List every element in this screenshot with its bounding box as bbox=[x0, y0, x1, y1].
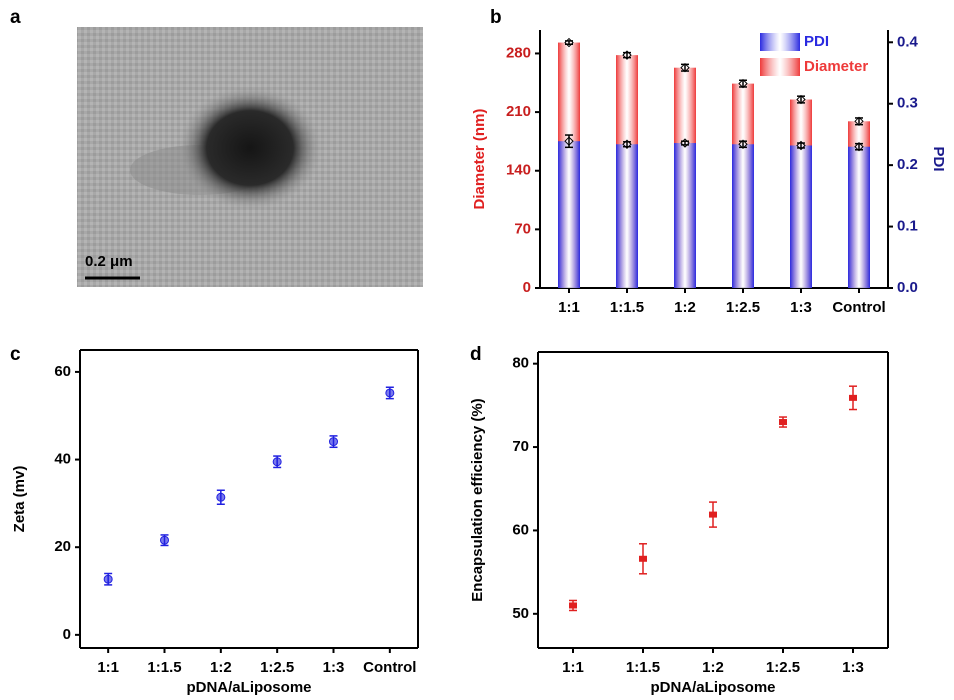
legend-label: PDI bbox=[804, 33, 829, 50]
panel-label: b bbox=[490, 7, 502, 28]
x-tick-label: 1:3 bbox=[842, 659, 864, 676]
error-bar bbox=[623, 141, 631, 148]
error-bar bbox=[797, 142, 805, 149]
x-tick-label: 1:2.5 bbox=[766, 659, 800, 676]
x-tick-label: 1:1.5 bbox=[610, 299, 644, 316]
panel-label: d bbox=[470, 344, 482, 365]
bar bbox=[674, 143, 696, 288]
marker bbox=[564, 37, 574, 48]
bar bbox=[732, 144, 754, 288]
marker bbox=[796, 140, 806, 151]
error-bar bbox=[623, 51, 631, 59]
x-axis-label: pDNA/aLiposome bbox=[650, 679, 775, 695]
marker bbox=[103, 574, 113, 584]
marker bbox=[569, 602, 577, 609]
marker bbox=[622, 50, 632, 60]
x-tick-label: 1:1 bbox=[558, 299, 580, 316]
marker bbox=[854, 142, 864, 152]
y2-tick-label: 0.1 bbox=[897, 218, 918, 235]
y-tick-label: 60 bbox=[512, 521, 529, 538]
marker bbox=[680, 62, 690, 73]
marker bbox=[854, 116, 864, 127]
bar bbox=[790, 145, 812, 288]
y-tick-label: 60 bbox=[54, 363, 71, 380]
marker bbox=[160, 535, 169, 545]
bar bbox=[616, 144, 638, 288]
x-axis-label: pDNA/aLiposome bbox=[186, 679, 311, 695]
y2-tick-label: 0.4 bbox=[897, 33, 919, 50]
y2-tick-label: 0.3 bbox=[897, 95, 918, 112]
legend-swatch bbox=[760, 58, 800, 76]
x-tick-label: 1:3 bbox=[790, 299, 812, 316]
x-tick-label: 1:2 bbox=[674, 299, 696, 316]
y-tick-label: 80 bbox=[512, 355, 529, 372]
y-tick-label: 0 bbox=[63, 626, 71, 643]
panel-label: a bbox=[10, 7, 21, 28]
bar bbox=[848, 146, 870, 288]
y2-tick-label: 0.0 bbox=[897, 279, 918, 296]
y-axis-label: Encapsulation efficiency (%) bbox=[469, 398, 486, 601]
bar bbox=[558, 141, 580, 288]
y-tick-label: 40 bbox=[54, 451, 71, 468]
y-tick-label: 50 bbox=[512, 605, 529, 622]
micrograph: 0.2 μm bbox=[77, 27, 423, 287]
panel-label: c bbox=[10, 344, 21, 365]
legend-label: Diameter bbox=[804, 58, 868, 75]
marker bbox=[564, 136, 574, 146]
marker bbox=[738, 139, 748, 149]
x-tick-label: 1:1 bbox=[97, 659, 119, 676]
x-tick-label: 1:1.5 bbox=[147, 659, 181, 676]
marker bbox=[709, 511, 717, 518]
marker bbox=[738, 78, 748, 89]
y-tick-label: 70 bbox=[514, 220, 531, 237]
marker bbox=[680, 138, 690, 148]
scale-bar-label: 0.2 μm bbox=[85, 253, 133, 270]
x-tick-label: 1:1.5 bbox=[626, 659, 660, 676]
error-bar bbox=[739, 140, 747, 149]
marker bbox=[329, 437, 338, 447]
marker bbox=[779, 419, 787, 426]
marker bbox=[622, 139, 632, 149]
x-tick-label: 1:1 bbox=[562, 659, 584, 676]
error-bar bbox=[855, 142, 863, 151]
legend-swatch bbox=[760, 33, 800, 51]
x-tick-label: 1:2 bbox=[702, 659, 724, 676]
y-axis-label: Zeta (mv) bbox=[11, 466, 28, 533]
x-tick-label: 1:2.5 bbox=[726, 299, 760, 316]
marker bbox=[385, 388, 395, 398]
marker bbox=[849, 394, 857, 401]
x-tick-label: 1:3 bbox=[323, 659, 345, 676]
y2-tick-label: 0.2 bbox=[897, 156, 918, 173]
y-tick-label: 280 bbox=[506, 44, 531, 61]
marker bbox=[796, 94, 806, 105]
y-axis-label: Diameter (nm) bbox=[471, 109, 488, 210]
marker bbox=[216, 492, 226, 502]
x-tick-label: Control bbox=[832, 299, 885, 316]
marker bbox=[639, 555, 647, 562]
x-tick-label: 1:2 bbox=[210, 659, 232, 676]
y-tick-label: 210 bbox=[506, 103, 531, 120]
y2-axis-label: PDI bbox=[930, 146, 947, 171]
y-tick-label: 70 bbox=[512, 438, 529, 455]
marker bbox=[272, 457, 282, 467]
y-tick-label: 140 bbox=[506, 162, 531, 179]
x-tick-label: Control bbox=[363, 659, 416, 676]
y-tick-label: 20 bbox=[54, 538, 71, 555]
y-tick-label: 0 bbox=[523, 279, 531, 296]
x-tick-label: 1:2.5 bbox=[260, 659, 294, 676]
